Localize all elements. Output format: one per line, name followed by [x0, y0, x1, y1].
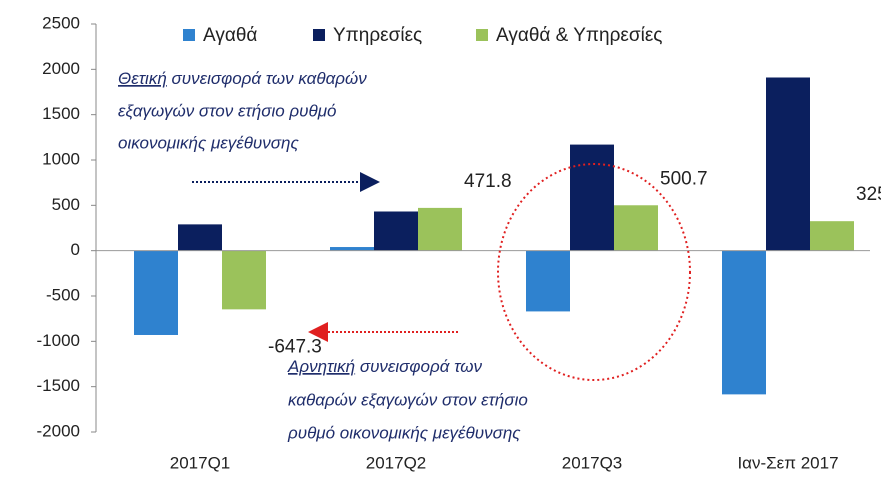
annotation-line: καθαρών εξαγωγών στον ετήσιο	[288, 390, 528, 409]
data-label: -647.3	[268, 336, 322, 357]
data-label: 500.7	[660, 168, 708, 189]
annotation-line: οικονομικής μεγέθυνσης	[118, 133, 299, 152]
annotation: Θετική συνεισφορά των καθαρών	[118, 69, 367, 88]
bar	[178, 224, 222, 251]
annotation: Αρνητική συνεισφορά των	[287, 357, 482, 376]
bar	[766, 77, 810, 251]
data-label: 471.8	[464, 171, 512, 192]
y-tick-label: -2000	[37, 421, 80, 440]
bar	[614, 205, 658, 251]
y-tick-label: -1500	[37, 376, 80, 395]
bar	[330, 247, 374, 251]
annotation-line: συνεισφορά των καθαρών	[167, 69, 367, 88]
y-tick-label: 1500	[42, 104, 80, 123]
annotation-line: συνεισφορά των	[355, 357, 482, 376]
highlight-ellipse	[497, 163, 691, 381]
y-tick-label: -1000	[37, 331, 80, 350]
y-tick-label: 2000	[42, 59, 80, 78]
bar	[374, 211, 418, 251]
legend-label: Αγαθά & Υπηρεσίες	[496, 25, 662, 46]
annotation-line: εξαγωγών στον ετήσιο ρυθμό	[118, 101, 337, 120]
bar	[722, 250, 766, 395]
x-tick-label: 2017Q1	[170, 453, 231, 472]
y-tick-label: 0	[71, 240, 80, 259]
legend-label: Αγαθά	[203, 25, 257, 46]
bar	[418, 207, 462, 251]
bar	[222, 250, 266, 310]
legend-swatch	[183, 29, 195, 41]
y-tick-label: -500	[46, 285, 80, 304]
annotation-line: ρυθμό οικονομικής μεγέθυνσης	[287, 423, 521, 442]
annotation-emphasis: Αρνητική	[287, 357, 355, 376]
x-tick-label: 2017Q3	[562, 453, 623, 472]
legend-swatch	[313, 29, 325, 41]
bar	[134, 250, 178, 335]
legend-swatch	[476, 29, 488, 41]
y-tick-label: 1000	[42, 149, 80, 168]
bar	[526, 250, 570, 312]
annotation-emphasis: Θετική	[118, 69, 167, 88]
bar	[810, 221, 854, 251]
x-tick-label: 2017Q2	[366, 453, 427, 472]
data-label: 325.2	[856, 184, 881, 205]
y-tick-label: 500	[52, 195, 80, 214]
bar	[570, 144, 614, 251]
x-tick-label: Ιαν-Σεπ 2017	[737, 453, 838, 472]
y-tick-label: 2500	[42, 13, 80, 32]
legend-label: Υπηρεσίες	[333, 25, 422, 46]
